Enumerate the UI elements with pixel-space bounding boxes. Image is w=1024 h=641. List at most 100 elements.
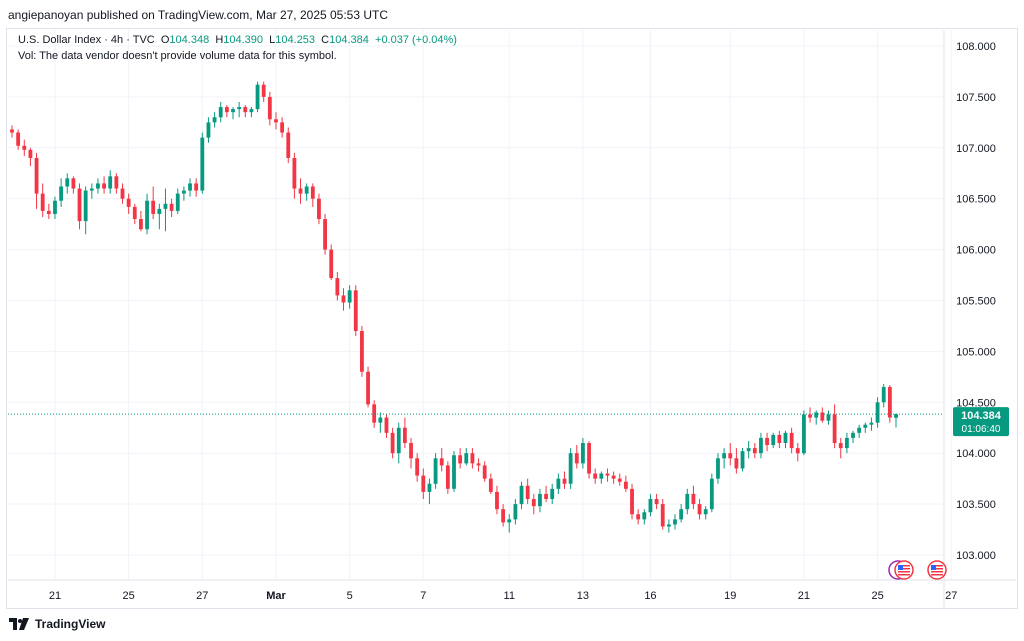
candle-body (685, 493, 690, 510)
candle-body (771, 434, 776, 446)
candle (188, 178, 192, 197)
open-value: 104.348 (169, 34, 210, 46)
candle-body (740, 451, 745, 469)
candle-body (237, 107, 242, 110)
candle (329, 244, 334, 281)
candle-body (10, 129, 14, 133)
candle (145, 193, 149, 235)
candle-body (53, 200, 57, 214)
candle (114, 173, 119, 194)
candle-body (317, 198, 321, 220)
time-tick-label: 25 (871, 590, 883, 602)
candle-body (120, 188, 125, 199)
candle-body (145, 200, 149, 230)
candle-body (347, 290, 352, 303)
candle-body (243, 107, 248, 113)
candle-body (439, 458, 444, 466)
candle (390, 427, 395, 459)
candle-body (513, 504, 518, 520)
candle-body (175, 193, 180, 211)
candle-body (360, 331, 364, 372)
candle-body (390, 432, 395, 454)
candle (378, 412, 383, 433)
candle-body (286, 132, 291, 158)
price-axis: 103.000 103.500 104.000 104.500 105.000 105.5… (943, 30, 996, 608)
candle-body (593, 473, 598, 479)
price-tick-label: 106.500 (956, 194, 996, 206)
candle (562, 471, 567, 489)
candle-body (703, 509, 708, 515)
candle (384, 414, 389, 438)
price-tick-label: 104.500 (956, 397, 996, 409)
candle (869, 417, 874, 431)
candle (820, 407, 825, 423)
candle-body (445, 465, 450, 489)
footer-brand[interactable]: TradingView (8, 617, 105, 631)
candle (323, 213, 327, 255)
candle (139, 210, 143, 232)
candle (568, 448, 573, 489)
candle-body (421, 475, 426, 492)
candle (421, 468, 426, 500)
candle (697, 499, 702, 520)
flag-stripe (931, 574, 943, 576)
time-tick-label: 21 (798, 590, 810, 602)
candle (550, 483, 555, 505)
candle (605, 468, 610, 482)
candle (875, 397, 880, 428)
flag-stripe (898, 568, 910, 570)
candle (808, 407, 812, 423)
candle-body (488, 478, 493, 492)
candle-body (826, 414, 831, 421)
candle (126, 193, 131, 214)
candle (347, 285, 352, 309)
candle (795, 443, 800, 462)
candle-body (777, 434, 782, 444)
candle (71, 176, 76, 194)
candle-body (46, 210, 51, 214)
candle-body (654, 499, 659, 505)
candle-body (697, 504, 702, 515)
price-tick-label: 104.000 (956, 448, 996, 460)
candle (59, 178, 64, 207)
candle (832, 404, 837, 449)
candle (267, 91, 272, 126)
candle (310, 183, 315, 207)
time-tick-label: 11 (504, 590, 515, 602)
candle-body (759, 437, 763, 454)
candle-body (531, 499, 536, 507)
candle-body (525, 485, 530, 500)
candle (402, 417, 407, 449)
candle (789, 427, 794, 454)
candle (445, 461, 450, 494)
candle-body (544, 493, 548, 500)
candle-body (132, 206, 137, 220)
candle-body (832, 414, 837, 444)
candle (16, 129, 21, 150)
candle (46, 203, 51, 220)
candle (102, 176, 106, 194)
candle (894, 413, 898, 428)
candle-body (476, 463, 481, 466)
candle (691, 485, 696, 510)
candle (28, 147, 33, 167)
high-label: H (215, 34, 224, 46)
candle (752, 443, 757, 459)
candle (716, 453, 720, 484)
candle (439, 448, 444, 472)
candle (838, 437, 843, 459)
flag-stripe (898, 565, 910, 567)
candle (169, 198, 174, 218)
candle-body (34, 157, 39, 194)
candle-body (114, 176, 119, 189)
candle (237, 101, 242, 118)
candle-body (194, 183, 199, 191)
candle-body (851, 432, 855, 438)
candle (157, 203, 162, 230)
candle (685, 488, 690, 515)
candle (255, 81, 260, 113)
publisher-line: angiepanoyan published on TradingView.co… (8, 8, 389, 22)
candle-body (562, 478, 567, 484)
candle-body (464, 453, 469, 464)
